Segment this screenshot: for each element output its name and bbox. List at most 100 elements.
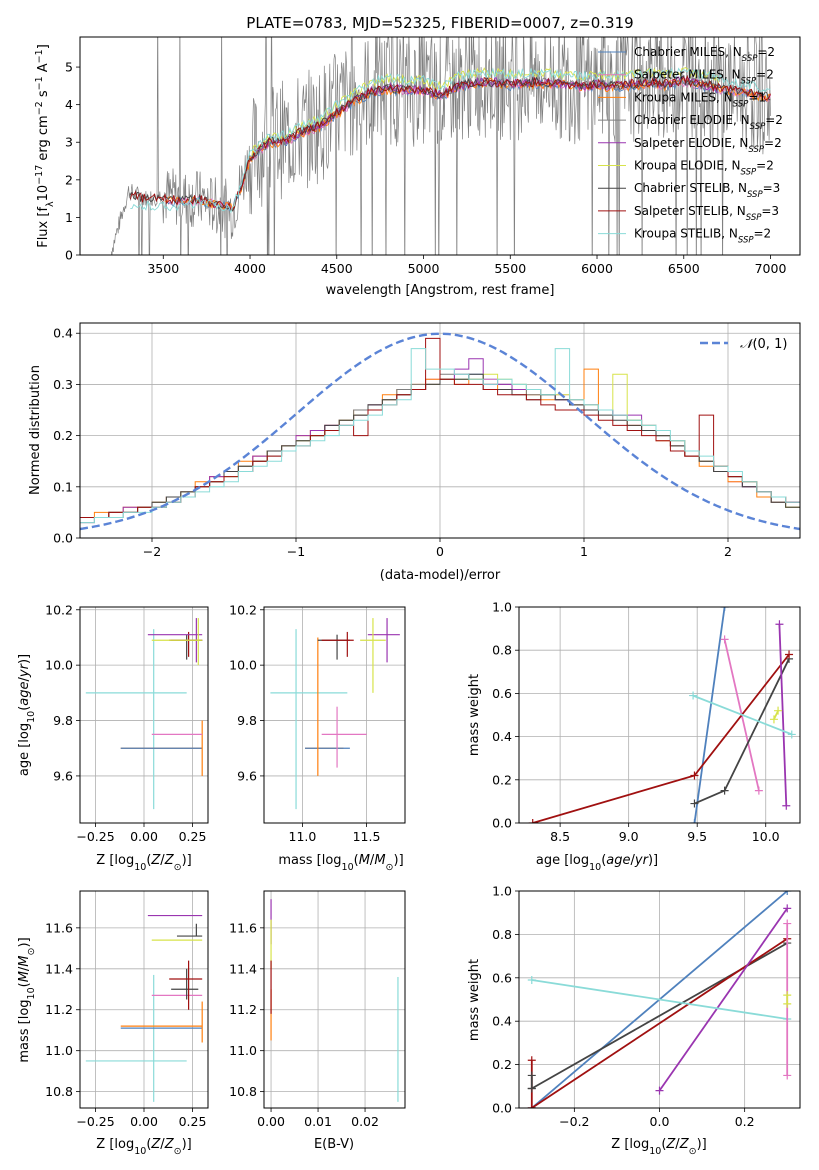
error-bar-point xyxy=(151,618,203,666)
x-tick-label: 4500 xyxy=(321,261,353,276)
y-tick-label: 9.6 xyxy=(53,768,73,783)
weight-marker xyxy=(527,1071,536,1080)
y-tick-label: 11.6 xyxy=(229,920,257,935)
x-tick-label: 0.2 xyxy=(735,1114,755,1129)
model-spectrum-line xyxy=(129,74,771,212)
axes-frame xyxy=(79,890,209,1109)
weight-marker xyxy=(689,691,698,700)
panel-1: 3500 4000 4500 5000 5500 6000 6500 7000 0 1 2 3 4 5 xyxy=(65,60,786,276)
y-tick-label: 0.3 xyxy=(53,377,73,392)
y-tick-label: 0.4 xyxy=(492,729,512,744)
plot-area xyxy=(80,332,800,531)
error-bar-point xyxy=(171,634,203,660)
y-axis-label: mass weight xyxy=(467,959,482,1041)
legend-label: Chabrier ELODIE, NSSP=2 xyxy=(634,113,783,132)
legend: Chabrier MILES, NSSP=2 Salpeter MILES, NS… xyxy=(598,45,783,246)
y-tick-label: 11.4 xyxy=(229,961,257,976)
error-bar-point xyxy=(85,974,187,1102)
weight-marker xyxy=(527,1056,536,1065)
x-tick-label: −0.25 xyxy=(76,1114,114,1129)
x-tick-label: 0 xyxy=(436,544,444,559)
y-tick-label: 2 xyxy=(65,172,73,187)
weight-marker xyxy=(783,891,792,895)
x-tick-label: 0.25 xyxy=(179,1114,207,1129)
y-tick-label: 9.8 xyxy=(53,713,73,728)
weight-line xyxy=(692,694,793,736)
y-tick-label: 9.8 xyxy=(237,713,257,728)
y-tick-label: 0.6 xyxy=(492,970,512,985)
y-tick-label: 10.2 xyxy=(229,602,257,617)
x-tick-label: 0.00 xyxy=(257,1114,285,1129)
weight-series xyxy=(689,691,796,739)
y-tick-label: 0.2 xyxy=(53,428,73,443)
y-tick-label: 0.4 xyxy=(492,1014,512,1029)
y-tick-label: 0.6 xyxy=(492,686,512,701)
observed-spectrum xyxy=(110,37,771,255)
weight-series xyxy=(527,1071,536,1093)
y-tick-label: 5 xyxy=(65,60,73,75)
y-tick-label: 9.6 xyxy=(237,768,257,783)
weight-marker xyxy=(690,819,699,823)
y-tick-label: 0.1 xyxy=(53,479,73,494)
weight-line xyxy=(778,624,788,806)
legend-label: 𝒩(0, 1) xyxy=(740,337,787,352)
y-tick-label: 10.8 xyxy=(229,1084,257,1099)
y-tick-label: 1.0 xyxy=(492,600,512,615)
panel-2: −2 −1 0 1 2 0.0 0.1 0.2 0.3 0.4 xyxy=(53,323,800,559)
legend-label: Salpeter MILES, NSSP=2 xyxy=(634,68,774,87)
x-tick-label: 9.5 xyxy=(687,829,707,844)
x-axis-label: wavelength [Angstrom, rest frame] xyxy=(326,283,555,298)
weight-marker xyxy=(527,975,536,984)
weight-marker xyxy=(783,919,792,928)
weight-line xyxy=(531,979,788,1020)
axes-frame xyxy=(79,322,801,539)
y-tick-label: 10.0 xyxy=(45,658,73,673)
y-axis-label: mass weight xyxy=(467,674,482,756)
weight-marker xyxy=(769,715,778,724)
weight-series xyxy=(775,620,791,810)
y-tick-label: 0.0 xyxy=(492,1101,512,1116)
weight-series xyxy=(690,607,729,823)
plot-area xyxy=(527,891,792,1108)
x-axis-label: (data-model)/error xyxy=(380,568,501,583)
x-tick-label: 11.0 xyxy=(289,829,317,844)
plot-area xyxy=(270,618,400,810)
panel-6: −0.25 0.00 0.25 10.8 11.0 11.2 11.4 11.6 xyxy=(45,891,208,1129)
y-tick-label: 10.8 xyxy=(45,1084,73,1099)
plot-area xyxy=(270,899,399,1102)
axes-frame xyxy=(263,890,406,1109)
y-tick-label: 1 xyxy=(65,210,73,225)
legend-label: Salpeter ELODIE, NSSP=2 xyxy=(634,136,782,155)
weight-line xyxy=(531,937,788,1108)
chart-title: PLATE=0783, MJD=52325, FIBERID=0007, z=0… xyxy=(246,14,633,32)
legend-label: Chabrier STELIB, NSSP=3 xyxy=(634,181,780,200)
weight-marker xyxy=(527,1084,536,1093)
y-tick-label: 11.2 xyxy=(229,1002,257,1017)
x-tick-label: −1 xyxy=(287,544,305,559)
y-axis-label: mass [log10(M/M⊙)] xyxy=(17,937,37,1062)
y-tick-label: 1.0 xyxy=(492,884,512,899)
x-tick-label: 5500 xyxy=(494,261,526,276)
x-tick-label: 0.0 xyxy=(650,1114,670,1129)
weight-marker xyxy=(774,706,783,715)
x-tick-label: 5000 xyxy=(408,261,440,276)
weight-marker xyxy=(528,819,537,823)
legend-label: Kroupa STELIB, NSSP=2 xyxy=(634,227,771,246)
x-axis-label: Z [log10(Z/Z⊙)] xyxy=(96,1137,191,1157)
weight-marker xyxy=(655,1086,664,1095)
y-axis-label: Flux [fλ10−17 erg cm−2 s−1 A−1] xyxy=(34,44,56,248)
model-spectrum-line xyxy=(130,67,771,214)
x-tick-label: 7000 xyxy=(755,261,787,276)
model-spectrum-line xyxy=(129,75,771,212)
x-tick-label: −0.2 xyxy=(559,1114,589,1129)
x-tick-label: 4000 xyxy=(234,261,266,276)
y-tick-label: 0.4 xyxy=(53,326,73,341)
error-bar-point xyxy=(360,618,386,693)
panel-5: 8.5 9.0 9.5 10.0 0.0 0.2 0.4 0.6 0.8 1.0 xyxy=(492,600,800,844)
x-tick-label: 2 xyxy=(724,544,732,559)
panel-7: 0.00 0.01 0.02 10.8 11.0 11.2 11.4 11.6 xyxy=(229,891,405,1129)
weight-series xyxy=(690,654,794,808)
y-tick-label: 4 xyxy=(65,97,73,112)
error-bar-point xyxy=(270,629,348,810)
